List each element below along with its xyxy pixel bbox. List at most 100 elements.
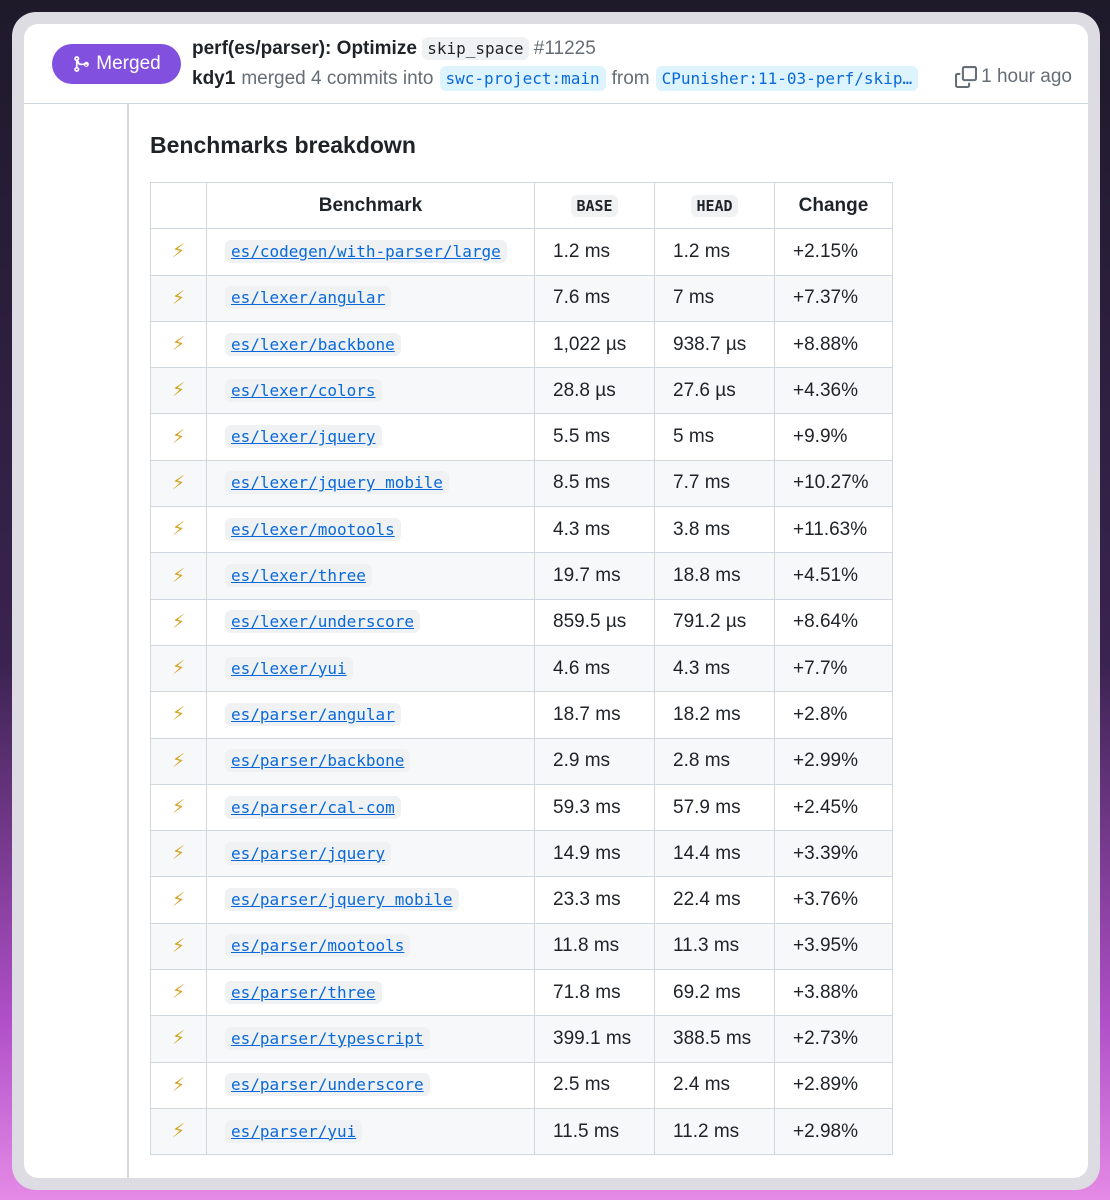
benchmark-link[interactable]: es/parser/jquery mobile	[225, 888, 459, 912]
header-cell: Change	[774, 181, 893, 230]
time-cell: 7.6 ms	[534, 274, 655, 322]
benchmark-cell: es/parser/backbone	[206, 737, 535, 785]
time-cell: 14.4 ms	[654, 830, 775, 878]
table-row: ⚡ es/parser/cal-com 59.3 ms 57.9 ms +2.45%	[150, 783, 893, 832]
time-cell: 28.8 µs	[534, 367, 655, 415]
time-cell: 27.6 µs	[654, 367, 775, 415]
benchmark-cell: es/parser/mootools	[206, 922, 535, 971]
author[interactable]: kdy1	[192, 67, 236, 89]
status-icon: ⚡	[150, 783, 207, 832]
status-icon: ⚡	[150, 969, 207, 1017]
change-cell: +3.76%	[774, 876, 893, 924]
benchmark-cell: es/parser/underscore	[206, 1061, 535, 1109]
benchmark-link[interactable]: es/lexer/underscore	[225, 610, 421, 634]
table-row: ⚡ es/lexer/jquery mobile 8.5 ms 7.7 ms +10.2…	[150, 459, 893, 508]
change-cell: +2.73%	[774, 1015, 893, 1063]
time-cell: 859.5 µs	[534, 598, 655, 646]
time-cell: 388.5 ms	[654, 1015, 775, 1063]
benchmark-link[interactable]: es/codegen/with-parser/large	[225, 239, 507, 263]
time-cell: 2.5 ms	[534, 1061, 655, 1109]
benchmark-link[interactable]: es/lexer/yui	[225, 656, 353, 680]
time-cell: 4.6 ms	[534, 644, 655, 693]
benchmark-cell: es/parser/jquery mobile	[206, 876, 535, 924]
change-cell: +8.88%	[774, 320, 893, 369]
benchmark-cell: es/lexer/underscore	[206, 598, 535, 646]
copy-icon[interactable]	[955, 66, 978, 88]
benchmark-link[interactable]: es/lexer/three	[225, 564, 372, 588]
benchmark-link[interactable]: es/parser/three	[225, 980, 382, 1004]
time-cell: 11.8 ms	[534, 922, 655, 971]
table-row: ⚡ es/parser/jquery mobile 23.3 ms 22.4 ms +3…	[150, 876, 893, 924]
time-cell: 69.2 ms	[654, 969, 775, 1017]
benchmark-link[interactable]: es/parser/jquery	[225, 841, 392, 865]
benchmark-link[interactable]: es/parser/backbone	[225, 749, 411, 773]
table-row: ⚡ es/parser/angular 18.7 ms 18.2 ms +2.8%	[150, 691, 893, 739]
benchmark-cell: es/lexer/three	[206, 552, 535, 600]
change-cell: +3.88%	[774, 969, 893, 1017]
benchmark-link[interactable]: es/parser/yui	[225, 1119, 363, 1143]
table-row: ⚡ es/lexer/three 19.7 ms 18.8 ms +4.51%	[150, 552, 893, 600]
table-row: ⚡ es/lexer/colors 28.8 µs 27.6 µs +4.36%	[150, 367, 893, 415]
benchmark-link[interactable]: es/parser/mootools	[225, 934, 411, 958]
pr-number[interactable]: #11225	[533, 38, 596, 59]
time-cell: 71.8 ms	[534, 969, 655, 1017]
change-cell: +9.9%	[774, 413, 893, 461]
benchmark-cell: es/parser/typescript	[206, 1015, 535, 1063]
benchmark-cell: es/parser/angular	[206, 691, 535, 739]
benchmark-link[interactable]: es/lexer/jquery mobile	[225, 471, 449, 495]
change-cell: +2.8%	[774, 691, 893, 739]
status-icon: ⚡	[150, 598, 207, 646]
pr-header: Merged perf(es/parser): Optimize skip_sp…	[24, 24, 1088, 104]
base-branch[interactable]: swc-project:main	[439, 66, 606, 91]
time-cell: 18.7 ms	[534, 691, 655, 739]
table-row: ⚡ es/parser/jquery 14.9 ms 14.4 ms +3.39%	[150, 830, 893, 878]
header-cell	[150, 181, 207, 230]
status-icon: ⚡	[150, 1107, 207, 1156]
header-cell: Benchmark	[206, 181, 535, 230]
benchmark-cell: es/parser/yui	[206, 1107, 535, 1156]
time-cell: 2.4 ms	[654, 1061, 775, 1109]
time-cell: 19.7 ms	[534, 552, 655, 600]
status-text: Merged	[96, 53, 161, 74]
benchmark-cell: es/codegen/with-parser/large	[206, 228, 535, 276]
title-code: skip_space	[422, 37, 529, 60]
benchmark-cell: es/parser/cal-com	[206, 783, 535, 832]
benchmark-table: Benchmark BASE HEAD Change ⚡ es/codegen/with…	[150, 181, 893, 1156]
benchmark-link[interactable]: es/parser/underscore	[225, 1073, 430, 1097]
change-cell: +7.37%	[774, 274, 893, 322]
table-row: ⚡ es/lexer/underscore 859.5 µs 791.2 µs +8.6…	[150, 598, 893, 646]
benchmark-link[interactable]: es/lexer/colors	[225, 378, 382, 402]
benchmark-link[interactable]: es/lexer/mootools	[225, 517, 401, 541]
benchmark-link[interactable]: es/parser/angular	[225, 702, 401, 726]
change-cell: +2.45%	[774, 783, 893, 832]
benchmark-cell: es/lexer/angular	[206, 274, 535, 322]
header-cell: HEAD	[654, 181, 775, 230]
table-row: ⚡ es/parser/underscore 2.5 ms 2.4 ms +2.89%	[150, 1061, 893, 1109]
benchmark-link[interactable]: es/lexer/angular	[225, 286, 392, 310]
status-icon: ⚡	[150, 644, 207, 693]
status-icon: ⚡	[150, 691, 207, 739]
header-cell: BASE	[534, 181, 655, 230]
time-cell: 22.4 ms	[654, 876, 775, 924]
benchmark-link[interactable]: es/parser/typescript	[225, 1026, 430, 1050]
timeline-rail	[127, 104, 129, 1178]
time-cell: 5.5 ms	[534, 413, 655, 461]
pr-title: perf(es/parser): Optimize skip_space #11…	[192, 37, 596, 60]
from-text: from	[611, 67, 650, 89]
pr-card: Merged perf(es/parser): Optimize skip_sp…	[24, 24, 1088, 1178]
status-icon: ⚡	[150, 459, 207, 508]
benchmark-link[interactable]: es/lexer/backbone	[225, 332, 401, 356]
change-cell: +3.95%	[774, 922, 893, 971]
time-cell: 59.3 ms	[534, 783, 655, 832]
time-cell: 4.3 ms	[654, 644, 775, 693]
time-cell: 1,022 µs	[534, 320, 655, 369]
time-cell: 8.5 ms	[534, 459, 655, 508]
time-cell: 1.2 ms	[534, 228, 655, 276]
benchmark-link[interactable]: es/parser/cal-com	[225, 795, 401, 819]
benchmark-link[interactable]: es/lexer/jquery	[225, 425, 382, 449]
table-row: ⚡ es/parser/mootools 11.8 ms 11.3 ms +3.95%	[150, 922, 893, 971]
benchmark-cell: es/lexer/backbone	[206, 320, 535, 369]
head-branch[interactable]: CPunisher:11-03-perf/skip…	[655, 66, 919, 91]
time-cell: 2.9 ms	[534, 737, 655, 785]
